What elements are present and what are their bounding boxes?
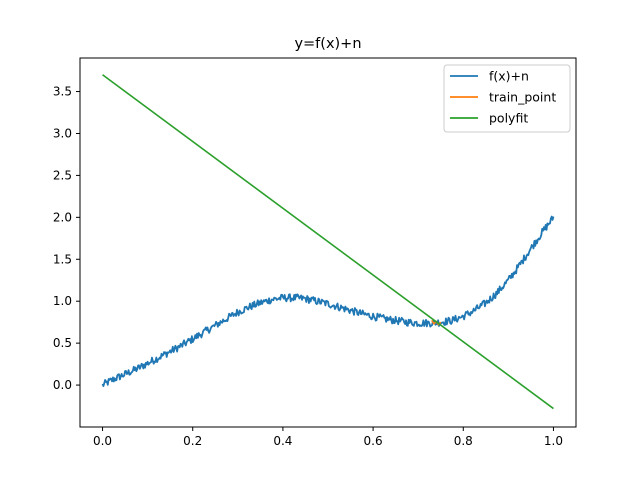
x-axis: 0.0 0.2 0.4 0.6 0.8 1.0: [93, 427, 563, 448]
x-tick-label: 0.4: [273, 434, 292, 448]
x-tick-label: 0.0: [93, 434, 112, 448]
y-tick-label: 0.5: [53, 336, 72, 350]
y-tick-label: 0.0: [53, 378, 72, 392]
series-line-f-x-n: [101, 215, 555, 387]
series-layer: [101, 74, 555, 410]
legend-label: train_point: [489, 90, 556, 105]
y-axis: 0.0 0.5 1.0 1.5 2.0 2.5 3.0 3.5: [53, 85, 80, 392]
series-line-polyfit: [102, 74, 554, 410]
legend-label: polyfit: [489, 111, 528, 126]
axes-frame: [79, 57, 577, 428]
y-tick-label: 1.5: [53, 252, 72, 266]
legend-label: f(x)+n: [489, 69, 529, 84]
y-tick-label: 2.0: [53, 210, 72, 224]
y-tick-label: 1.0: [53, 294, 72, 308]
x-tick-label: 0.6: [364, 434, 383, 448]
y-tick-label: 3.5: [53, 85, 72, 99]
y-tick-label: 2.5: [53, 168, 72, 182]
chart-title: y=f(x)+n: [294, 36, 361, 52]
legend-box: [443, 64, 571, 133]
x-tick-label: 0.8: [454, 434, 473, 448]
x-tick-label: 1.0: [544, 434, 563, 448]
x-tick-label: 0.2: [183, 434, 202, 448]
y-tick-label: 3.0: [53, 126, 72, 140]
plot-area: [101, 74, 555, 410]
